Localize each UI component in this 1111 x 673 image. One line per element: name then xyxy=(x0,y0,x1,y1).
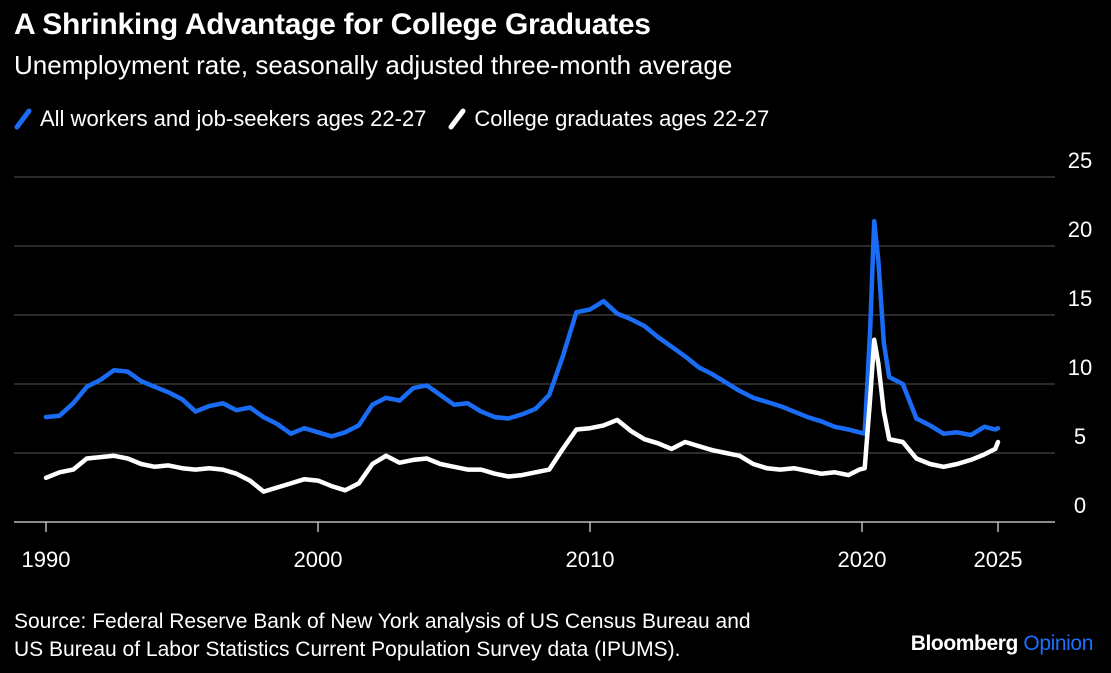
bloomberg-opinion-logo: Bloomberg Opinion xyxy=(910,632,1094,656)
legend-label-all-workers: All workers and job-seekers ages 22-27 xyxy=(40,106,427,131)
source-note: Source: Federal Reserve Bank of New York… xyxy=(14,608,751,664)
brand-main: Bloomberg xyxy=(910,632,1019,655)
legend-label-college: College graduates ages 22-27 xyxy=(474,106,770,131)
source-line-2: US Bureau of Labor Statistics Current Po… xyxy=(14,638,681,661)
chart-title: A Shrinking Advantage for College Gradua… xyxy=(14,8,651,41)
chart-subtitle: Unemployment rate, seasonally adjusted t… xyxy=(14,50,733,80)
y-tick-label-15: 15 xyxy=(1068,286,1092,311)
x-tick-label-1990: 1990 xyxy=(22,547,71,572)
y-tick-label-0: 0 xyxy=(1074,493,1086,518)
x-tick-label-2000: 2000 xyxy=(294,547,343,572)
brand-accent: Opinion xyxy=(1023,632,1093,655)
x-tick-label-2020: 2020 xyxy=(838,547,887,572)
x-tick-label-2010: 2010 xyxy=(566,547,615,572)
legend-item-college: College graduates ages 22-27 xyxy=(448,106,769,132)
y-tick-label-10: 10 xyxy=(1068,355,1092,380)
series-line-all-workers xyxy=(43,218,1001,439)
x-tick-label-2025: 2025 xyxy=(974,547,1023,572)
y-tick-label-20: 20 xyxy=(1068,217,1092,242)
legend-item-all-workers: All workers and job-seekers ages 22-27 xyxy=(14,106,426,132)
chart-legend: All workers and job-seekers ages 22-27 C… xyxy=(14,106,791,132)
y-tick-label-25: 25 xyxy=(1068,148,1092,173)
legend-swatch-college xyxy=(448,108,466,130)
series-lines xyxy=(43,218,1001,494)
source-line-1: Source: Federal Reserve Bank of New York… xyxy=(14,610,751,633)
legend-swatch-all-workers xyxy=(14,108,32,130)
series-line-college-graduates xyxy=(43,337,1001,494)
y-tick-label-5: 5 xyxy=(1074,424,1086,449)
